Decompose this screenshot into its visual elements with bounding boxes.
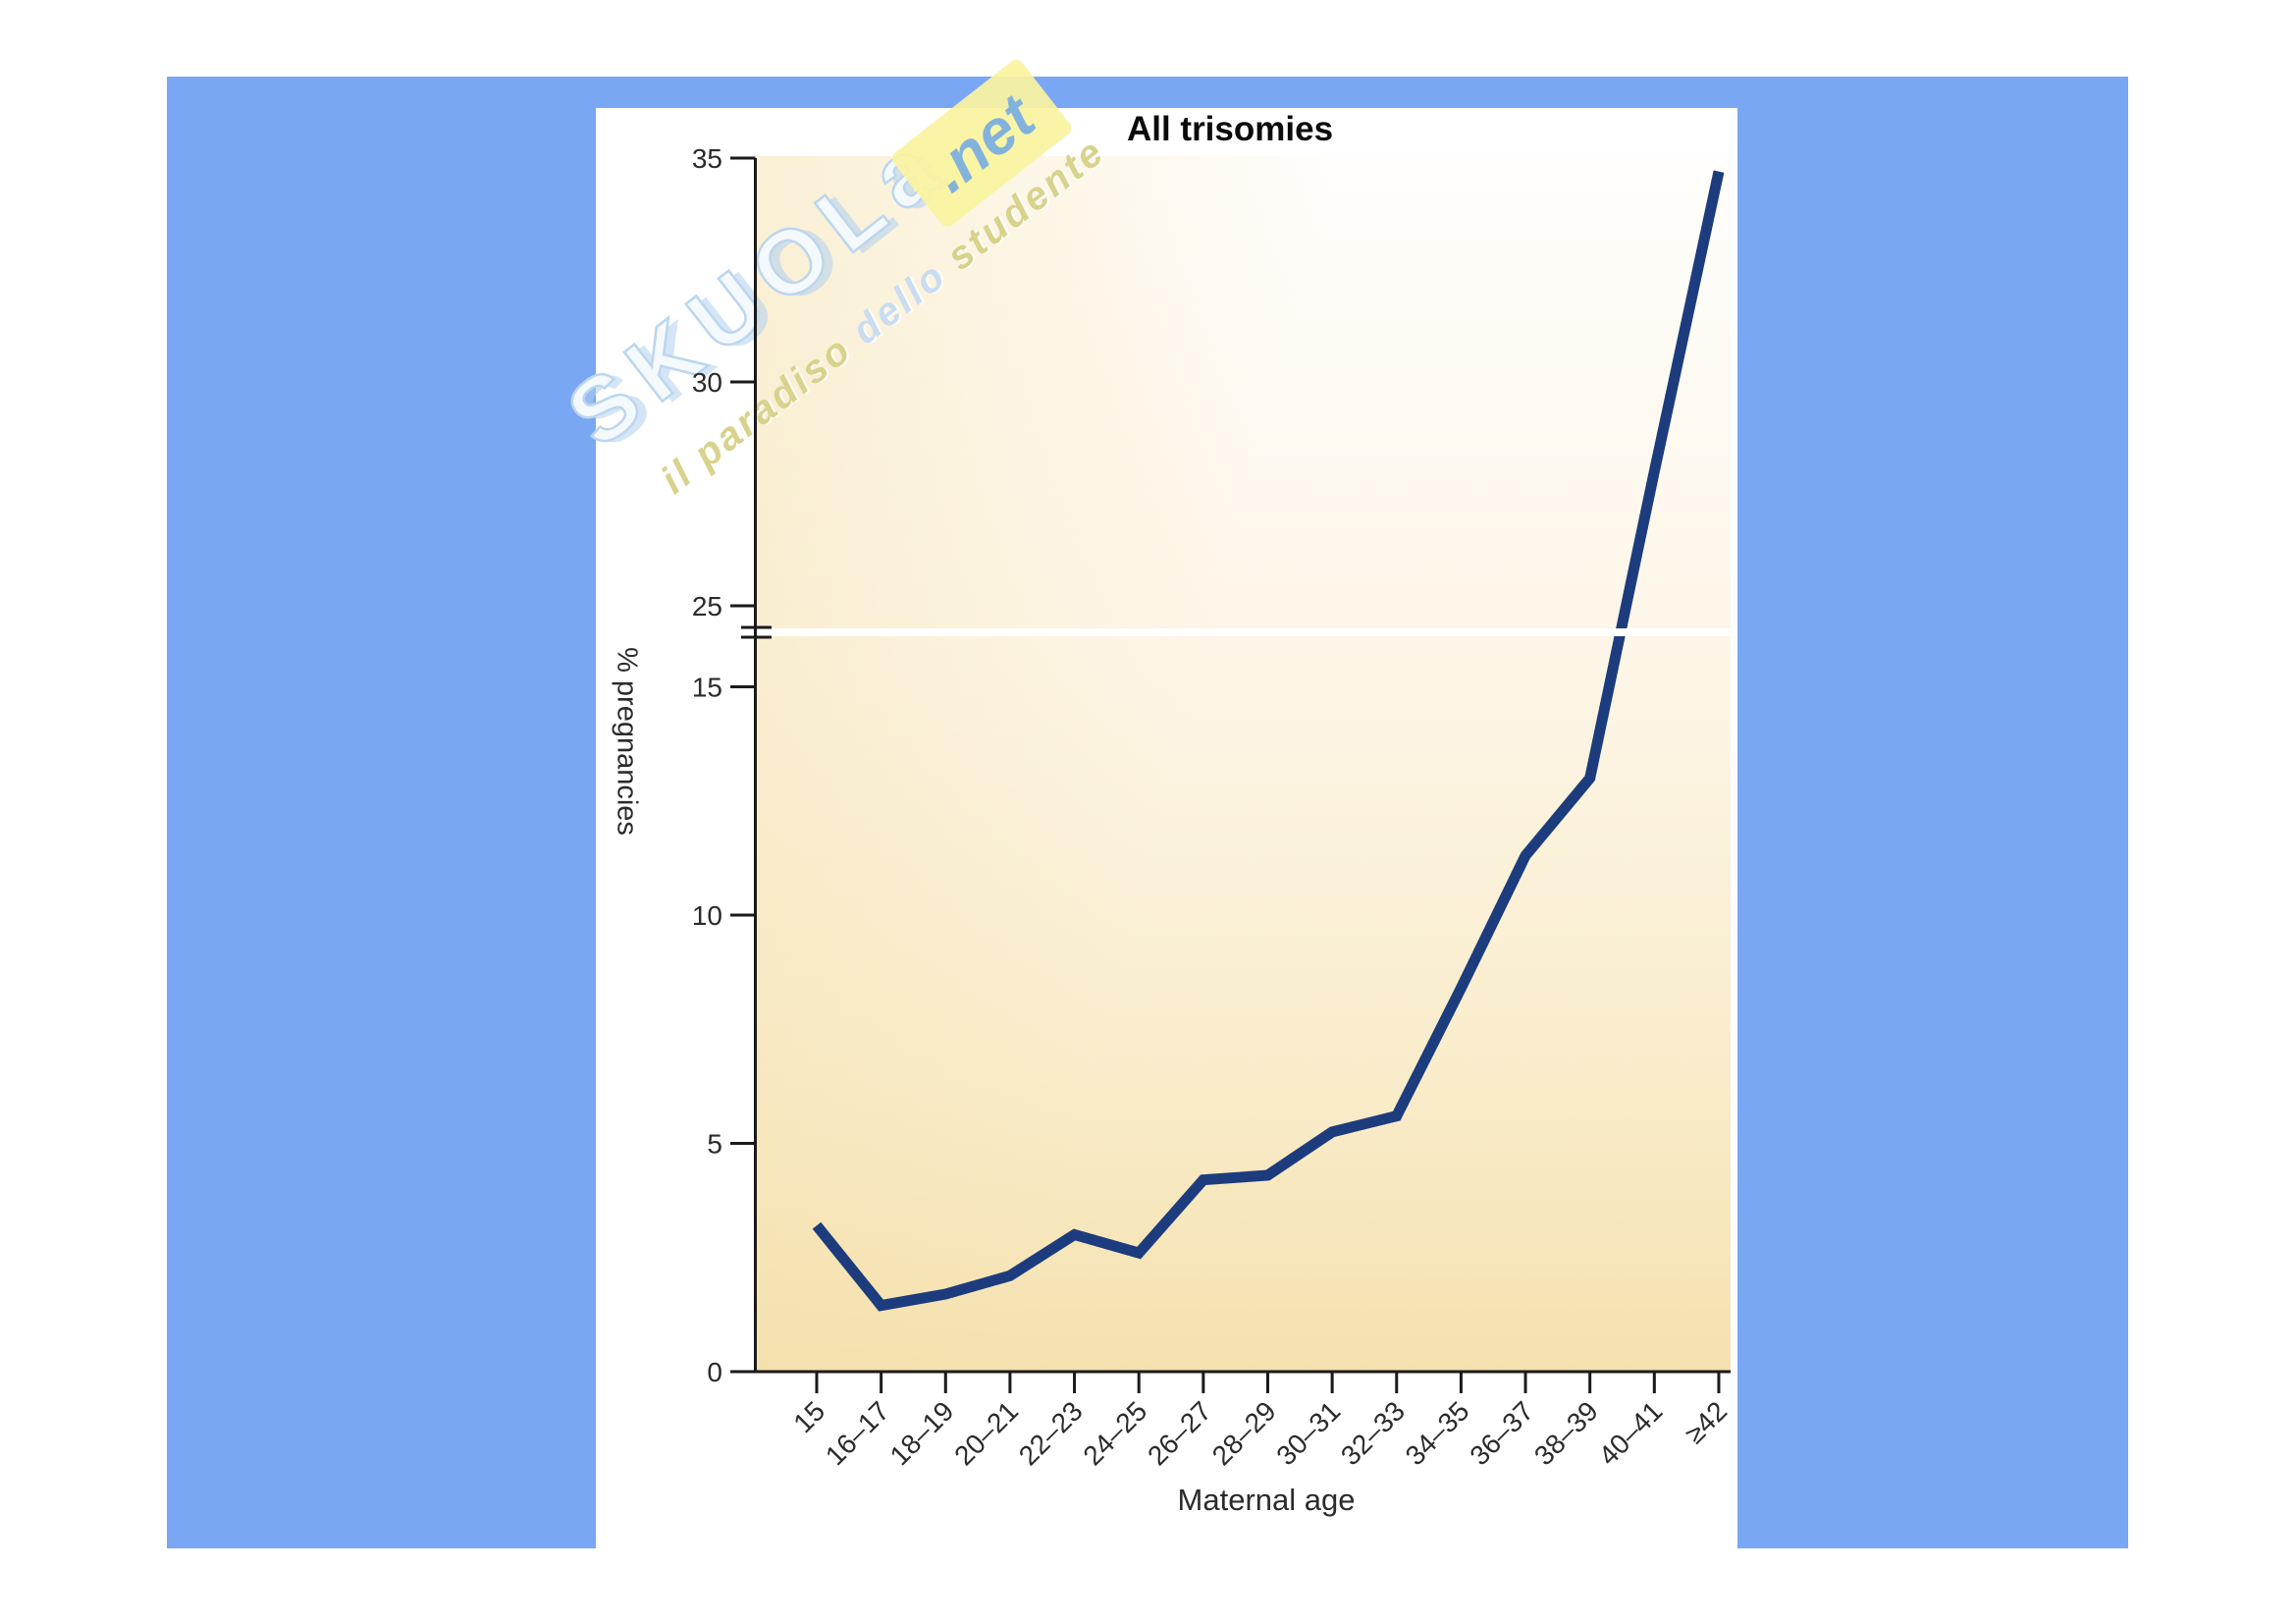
x-tick-label: 24–25 — [1077, 1395, 1152, 1471]
y-axis-tick-labels: 0 5 10 15 25 30 35 — [692, 143, 722, 1387]
x-tick-label: 40–41 — [1593, 1395, 1669, 1471]
x-tick-label: 16–17 — [820, 1395, 895, 1471]
x-tick-label: 15 — [787, 1395, 830, 1438]
axes — [754, 158, 1731, 1374]
x-tick-label: 30–31 — [1270, 1395, 1346, 1471]
y-tick-label: 10 — [692, 900, 722, 931]
x-tick-label: 32–33 — [1335, 1395, 1411, 1471]
data-line-all-trisomies — [812, 170, 1725, 1312]
y-tick-label: 35 — [692, 143, 722, 174]
y-tick-label: 15 — [692, 673, 722, 703]
x-tick-label: ≥42 — [1679, 1395, 1733, 1449]
y-tick-label: 5 — [707, 1129, 722, 1160]
x-axis-ticks — [815, 1372, 1721, 1393]
y-axis-ticks — [730, 156, 756, 1374]
x-tick-label: 20–21 — [948, 1395, 1024, 1471]
plot-area — [757, 156, 1731, 1372]
x-tick-label: 28–29 — [1206, 1395, 1282, 1471]
x-tick-label: 18–19 — [884, 1395, 960, 1471]
axis-break-band — [757, 628, 1731, 636]
x-tick-label: 22–23 — [1013, 1395, 1089, 1471]
x-tick-label: 36–37 — [1464, 1395, 1539, 1471]
y-tick-label: 0 — [707, 1357, 722, 1387]
x-tick-label: 26–27 — [1142, 1395, 1217, 1471]
x-axis-tick-labels: 1516–1718–1920–2122–2324–2526–2728–2930–… — [787, 1395, 1733, 1471]
chart-title: All trisomies — [1126, 110, 1334, 148]
x-tick-label: 38–39 — [1528, 1395, 1604, 1471]
x-tick-label: 34–35 — [1400, 1395, 1475, 1471]
x-axis-label: Maternal age — [1177, 1483, 1356, 1517]
y-axis-break-marks — [741, 625, 772, 639]
y-tick-label: 30 — [692, 367, 722, 398]
y-tick-label: 25 — [692, 591, 722, 622]
